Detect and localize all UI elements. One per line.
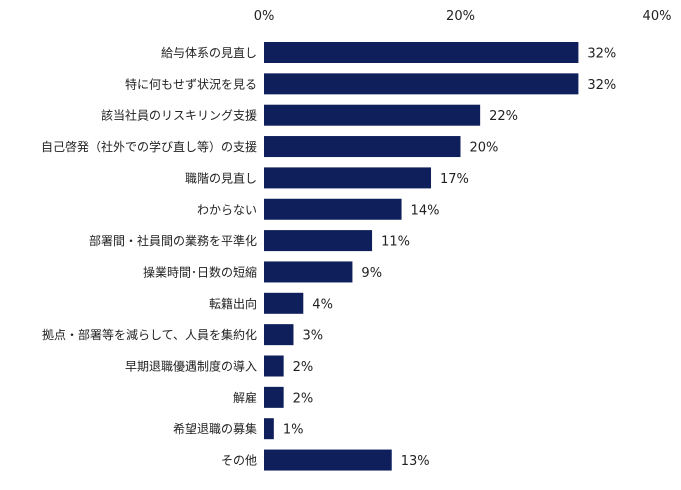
bar [264,42,579,63]
x-tick-label: 40% [643,9,672,24]
data-label: 22% [489,109,518,124]
x-tick-label: 0% [254,9,275,24]
category-label: 解雇 [233,390,257,405]
data-label: 17% [440,172,469,187]
category-label: 該当社員のリスキリング支援 [101,108,257,123]
bar [264,198,402,220]
bar [264,449,392,471]
category-label: 職階の見直し [185,170,257,185]
category-labels: 給与体系の見直し特に何もせず状況を見る該当社員のリスキリング支援自己啓発（社外で… [41,46,257,468]
data-label: 11% [381,235,410,250]
data-label: 2% [293,360,314,375]
data-label: 32% [587,47,616,62]
data-labels: 32% 32% 22% 20% 17% 14% 11% 9% 4% 3% 2% 2% 1% 13% [283,47,616,470]
category-label: その他 [221,454,257,468]
data-label: 14% [411,203,440,218]
bars [264,42,579,471]
bar [264,324,294,346]
data-label: 32% [587,78,616,93]
category-label: 部署間・社員間の業務を平準化 [89,233,257,248]
bar [264,292,304,314]
bar [264,355,284,377]
bar [264,104,481,126]
data-label: 4% [312,297,333,312]
bar [264,418,274,440]
category-label: 拠点・部署等を減らして、人員を集約化 [42,327,257,342]
x-tick-label: 20% [446,9,475,24]
category-label: 早期退職優遇制度の導入 [125,359,257,374]
category-label: 転籍出向 [209,296,257,311]
bar [264,230,373,252]
data-label: 20% [470,141,499,156]
bar [264,386,284,408]
category-label: 給与体系の見直し [161,46,257,60]
bar [264,167,432,189]
bar [264,73,579,95]
category-label: わからない [197,203,257,217]
data-label: 3% [302,329,323,344]
x-axis-ticks: 0% 20% 40% [254,9,672,24]
category-label: 特に何もせず状況を見る [125,76,257,91]
bar [264,261,353,283]
data-label: 9% [361,266,382,281]
category-label: 自己啓発（社外での学び直し等）の支援 [41,139,257,154]
data-label: 2% [293,391,314,406]
category-label: 希望退職の募集 [173,421,257,436]
category-label: 操業時間･日数の短縮 [143,264,257,279]
data-label: 13% [401,454,430,469]
bar [264,136,461,158]
data-label: 1% [283,423,304,438]
